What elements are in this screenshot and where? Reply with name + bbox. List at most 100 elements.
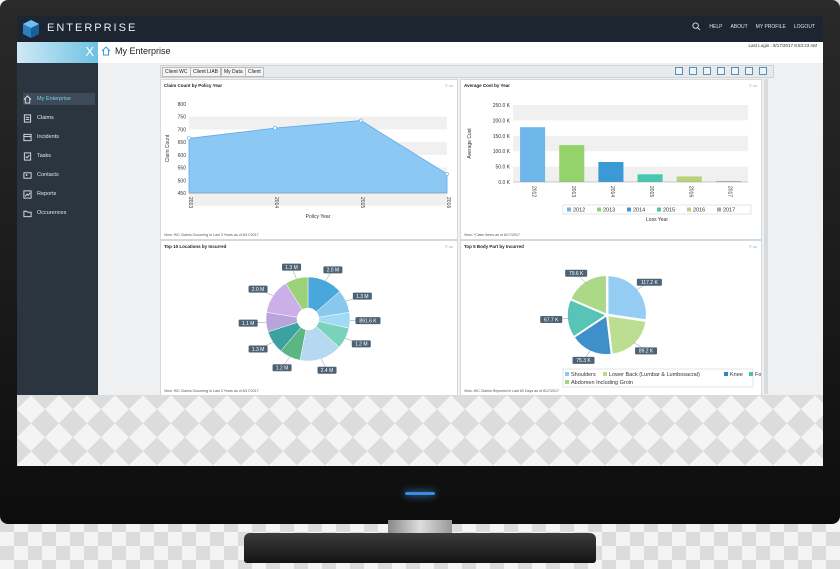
data-label: 117.2 K <box>641 280 659 286</box>
legend-label: 2015 <box>663 208 675 214</box>
sidebar-toggle[interactable]: X <box>17 42 98 63</box>
sidebar-item-label: Contacts <box>37 172 59 178</box>
x-tick-label: 2017 <box>726 186 732 197</box>
bar <box>676 176 702 182</box>
pie-slice <box>570 275 607 315</box>
panel-title: Claim Count by Policy Year <box>164 83 223 88</box>
logo-icon <box>23 20 39 38</box>
data-label-box <box>351 340 371 348</box>
y-tick-label: 200.0 K <box>493 118 511 124</box>
data-label-box <box>540 316 563 324</box>
pie-slice <box>574 315 612 355</box>
bar <box>637 174 663 182</box>
data-label-box <box>355 317 381 325</box>
pie-slice <box>607 315 646 355</box>
screen-transparent-area <box>17 395 823 466</box>
refresh-icon[interactable] <box>717 67 725 75</box>
data-label-box <box>323 266 343 274</box>
legend-swatch <box>565 380 569 384</box>
bar <box>520 127 546 182</box>
data-label: 75.3 K <box>576 358 591 364</box>
settings-icon[interactable] <box>759 67 767 75</box>
monitor-bezel: ENTERPRISE HELP ABOUT MY PROFILE LOGOUT … <box>0 0 840 524</box>
copy-icon[interactable] <box>745 67 753 75</box>
y-tick-label: 0.0 K <box>498 180 510 186</box>
legend-swatch <box>627 207 631 212</box>
sidebar-item-label: Occurences <box>37 210 67 216</box>
tab-client-wc[interactable]: Client WC <box>162 67 191 77</box>
data-label-box <box>248 285 268 293</box>
help-link[interactable]: HELP <box>709 23 723 30</box>
x-tick-label: 2013 <box>187 197 193 208</box>
data-label: 1.3 M <box>252 347 265 353</box>
dropdown-icon[interactable] <box>675 67 683 75</box>
home-icon[interactable] <box>101 46 111 56</box>
data-label: 67.7 K <box>544 317 559 323</box>
data-label: 79.6 K <box>569 271 584 277</box>
grid-band <box>513 135 748 152</box>
top-bar: ENTERPRISE HELP ABOUT MY PROFILE LOGOUT <box>17 16 823 42</box>
tab-client-liab[interactable]: Client LIAB <box>190 67 222 77</box>
tab-my-data[interactable]: My Data <box>221 67 246 77</box>
legend-label: 2013 <box>603 208 615 214</box>
y-tick-label: 500 <box>178 178 187 184</box>
legend-swatch <box>749 372 753 376</box>
panel-menu-icon[interactable]: ▿ ▭ <box>445 244 453 249</box>
data-label: 1.3 M <box>285 265 298 271</box>
legend-swatch <box>687 207 691 212</box>
last-login: Last Login : 8/17/2017 8:53:23 AM <box>748 43 817 48</box>
sidebar-item-reports[interactable]: Reports <box>23 188 95 200</box>
sidebar-item-label: My Enterprise <box>37 96 71 102</box>
panel-menu-icon[interactable]: ▿ ▭ <box>445 83 453 88</box>
y-tick-label: 450 <box>178 191 187 197</box>
sidebar-item-my-enterprise[interactable]: My Enterprise <box>23 93 95 105</box>
close-icon[interactable]: X <box>85 44 94 59</box>
tab-bar: Client WC Client LIAB My Data Client <box>160 65 774 78</box>
panel-menu-icon[interactable]: ▿ ▭ <box>749 244 757 249</box>
grid-band <box>513 166 748 182</box>
home-icon <box>23 94 32 104</box>
tab-client[interactable]: Client <box>245 67 264 77</box>
claims-icon <box>23 113 32 123</box>
logout-link[interactable]: LOGOUT <box>793 23 815 30</box>
folder-icon <box>23 210 32 217</box>
sidebar-item-incidents[interactable]: Incidents <box>23 131 95 143</box>
save-icon[interactable] <box>689 67 697 75</box>
legend-label: Abdomen Including Groin <box>571 380 633 386</box>
y-tick-label: 250.0 K <box>493 103 511 109</box>
search-icon[interactable] <box>692 22 701 31</box>
data-label: 891.6 K <box>359 318 377 324</box>
panel-menu-icon[interactable]: ▿ ▭ <box>749 83 757 88</box>
sidebar-item-contacts[interactable]: Contacts <box>23 169 95 181</box>
x-tick-label: 2012 <box>531 186 537 197</box>
legend-label: 2014 <box>633 208 645 214</box>
y-tick-label: 800 <box>178 102 187 108</box>
legend-label: Foot <box>755 372 761 378</box>
sidebar-item-label: Reports <box>37 191 57 197</box>
scrollbar[interactable] <box>764 79 768 394</box>
legend-label: 2017 <box>723 208 735 214</box>
contacts-icon <box>23 171 32 179</box>
x-tick-label: 2016 <box>445 197 451 208</box>
my-profile-link[interactable]: MY PROFILE <box>755 23 786 30</box>
about-link[interactable]: ABOUT <box>730 23 748 30</box>
y-tick-label: 550 <box>178 166 187 172</box>
sidebar-item-occurences[interactable]: Occurences <box>23 207 95 219</box>
sidebar-item-tasks[interactable]: Tasks <box>23 150 95 162</box>
data-label: 1.2 M <box>355 342 368 348</box>
data-label-box <box>572 356 595 364</box>
data-label: 1.3 M <box>356 294 369 300</box>
data-label: 2.0 M <box>252 287 265 293</box>
legend-swatch <box>717 207 721 212</box>
x-tick-label: 2015 <box>359 197 365 208</box>
export-icon[interactable] <box>703 67 711 75</box>
move-icon[interactable] <box>731 67 739 75</box>
sidebar-item-claims[interactable]: Claims <box>23 112 95 124</box>
legend-label: 2016 <box>693 208 705 214</box>
legend-box <box>562 368 754 388</box>
sidebar-item-label: Tasks <box>37 153 52 159</box>
y-tick-label: 750 <box>178 115 187 121</box>
data-label-box <box>282 263 302 271</box>
y-tick-label: 100.0 K <box>493 149 511 155</box>
y-tick-label: 600 <box>178 153 187 159</box>
